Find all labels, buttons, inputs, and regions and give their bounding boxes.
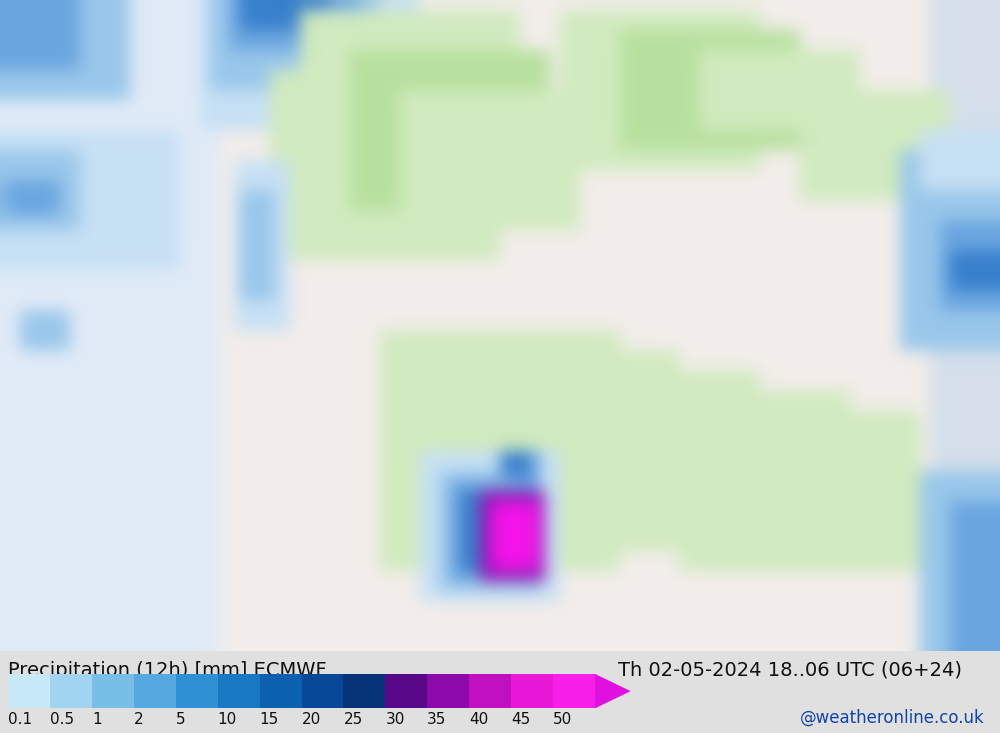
Text: 25: 25 — [343, 712, 363, 726]
Text: 15: 15 — [260, 712, 279, 726]
Text: 20: 20 — [302, 712, 321, 726]
Bar — [92, 674, 134, 708]
Bar — [427, 674, 469, 708]
Text: 40: 40 — [469, 712, 488, 726]
Text: 30: 30 — [385, 712, 405, 726]
Text: @weatheronline.co.uk: @weatheronline.co.uk — [800, 708, 985, 726]
Bar — [511, 674, 553, 708]
Text: 10: 10 — [218, 712, 237, 726]
Text: 45: 45 — [511, 712, 530, 726]
Bar — [553, 674, 595, 708]
Bar — [343, 674, 385, 708]
Bar — [385, 674, 427, 708]
Bar — [302, 674, 343, 708]
Bar — [260, 674, 302, 708]
Text: 0.5: 0.5 — [50, 712, 74, 726]
Bar — [218, 674, 260, 708]
Bar — [134, 674, 176, 708]
Text: 0.1: 0.1 — [8, 712, 32, 726]
Text: 5: 5 — [176, 712, 185, 726]
Text: Precipitation (12h) [mm] ECMWF: Precipitation (12h) [mm] ECMWF — [8, 660, 327, 679]
Text: 35: 35 — [427, 712, 447, 726]
Bar — [176, 674, 218, 708]
Text: 50: 50 — [553, 712, 572, 726]
Text: 1: 1 — [92, 712, 101, 726]
Bar — [469, 674, 511, 708]
Polygon shape — [595, 674, 631, 708]
Bar — [50, 674, 92, 708]
Bar — [8, 674, 50, 708]
Text: 2: 2 — [134, 712, 143, 726]
Text: Th 02-05-2024 18..06 UTC (06+24): Th 02-05-2024 18..06 UTC (06+24) — [618, 660, 962, 679]
